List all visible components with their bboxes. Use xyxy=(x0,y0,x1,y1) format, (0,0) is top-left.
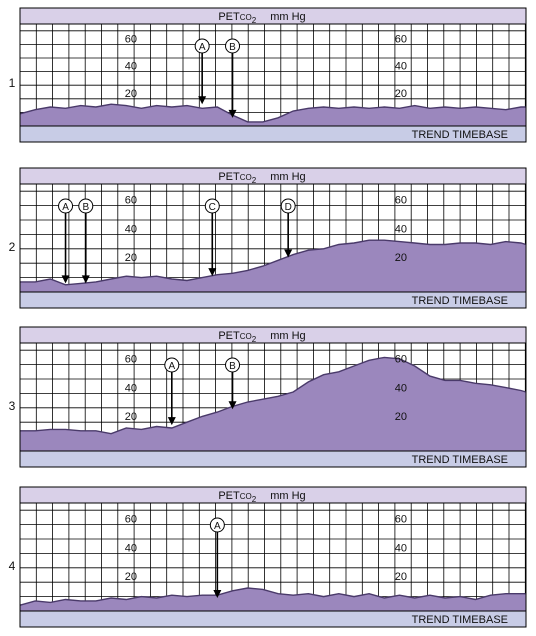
y-tick-label: 40 xyxy=(125,542,137,554)
y-tick-label: 40 xyxy=(395,382,407,394)
y-tick-label: 20 xyxy=(395,411,407,423)
panel-header-title: PETCO2 mm Hg xyxy=(218,330,305,344)
chart-panel-1: PETCO2 mm Hg 20 40 60 20 40 60 A B TREND TIMEBASE 1 xyxy=(9,7,527,143)
y-tick-label: 40 xyxy=(395,61,407,73)
marker-a: A xyxy=(58,198,74,284)
etco2-trend-line xyxy=(20,239,527,286)
trend-timebase-label: TREND TIMEBASE xyxy=(412,295,508,307)
marker-arrow-head xyxy=(228,109,237,118)
marker-arrow-head xyxy=(167,417,176,426)
trend-timebase-label: TREND TIMEBASE xyxy=(412,614,508,626)
trend-timebase-label: TREND TIMEBASE xyxy=(412,454,508,466)
y-tick-label: 40 xyxy=(395,223,407,235)
y-tick-label: 20 xyxy=(395,571,407,583)
marker-a: A xyxy=(209,517,225,599)
marker-label: D xyxy=(285,202,292,213)
y-tick-label: 40 xyxy=(125,223,137,235)
etco2-area xyxy=(20,104,526,126)
etco2-trend-line xyxy=(19,587,526,606)
y-tick-label: 20 xyxy=(125,411,137,423)
marker-label: C xyxy=(209,202,216,213)
y-tick-label: 20 xyxy=(395,88,407,100)
marker-label: A xyxy=(214,521,221,532)
panel-header-title: PETCO2 mm Hg xyxy=(218,490,305,504)
y-tick-label: 20 xyxy=(125,88,137,100)
marker-a: A xyxy=(194,38,210,105)
y-tick-label: 60 xyxy=(395,354,407,366)
panel-footer-bar xyxy=(19,610,527,628)
y-tick-label: 60 xyxy=(125,514,137,526)
marker-a: A xyxy=(164,357,180,426)
marker-arrow-head xyxy=(61,275,70,284)
marker-label: A xyxy=(62,202,69,213)
trend-timebase-label: TREND TIMEBASE xyxy=(412,129,508,141)
panel-header-title: PETCO2 mm Hg xyxy=(218,171,305,185)
y-tick-label: 20 xyxy=(395,252,407,264)
marker-label: A xyxy=(168,361,175,372)
y-tick-label: 60 xyxy=(395,514,407,526)
y-tick-label: 40 xyxy=(395,542,407,554)
etco2-trend-line xyxy=(20,356,527,435)
y-tick-label: 20 xyxy=(125,571,137,583)
panel-footer-bar xyxy=(19,450,527,468)
marker-b: B xyxy=(225,38,241,118)
chart-panel-4: PETCO2 mm Hg 20 40 60 20 40 60 A TREND TIMEBASE 4 xyxy=(9,486,527,628)
etco2-trend-line xyxy=(19,103,526,123)
panel-footer-bar xyxy=(19,291,527,309)
marker-arrow-head xyxy=(213,590,222,599)
panel-number-label: 3 xyxy=(9,399,16,413)
etco2-area xyxy=(20,588,526,611)
marker-arrow-head xyxy=(198,96,207,105)
marker-label: A xyxy=(199,42,206,53)
panel-footer-bar xyxy=(19,125,527,143)
etco2-area xyxy=(20,240,526,292)
panel-number-label: 4 xyxy=(9,559,16,573)
marker-arrow-head xyxy=(284,249,293,258)
y-tick-label: 40 xyxy=(125,61,137,73)
panel-number-label: 2 xyxy=(9,240,16,254)
marker-arrow-head xyxy=(208,268,217,277)
marker-b: B xyxy=(225,357,241,410)
marker-c: C xyxy=(204,198,220,277)
panel-number-label: 1 xyxy=(9,76,16,90)
marker-d: D xyxy=(280,198,296,258)
panel-header-title: PETCO2 mm Hg xyxy=(218,11,305,25)
marker-label: B xyxy=(82,202,89,213)
y-tick-label: 60 xyxy=(125,195,137,207)
etco2-area xyxy=(20,357,526,451)
marker-label: B xyxy=(229,361,236,372)
marker-arrow-head xyxy=(228,401,237,410)
y-tick-label: 40 xyxy=(125,382,137,394)
y-tick-label: 60 xyxy=(125,354,137,366)
marker-arrow-head xyxy=(81,275,90,284)
y-tick-label: 60 xyxy=(125,33,137,45)
chart-panel-3: PETCO2 mm Hg 20 40 60 20 40 60 A B TREND TIMEBASE 3 xyxy=(9,326,527,468)
chart-panel-2: PETCO2 mm Hg 20 40 60 20 40 60 A B C D TREND TIMEBAS… xyxy=(9,167,527,309)
y-tick-label: 20 xyxy=(125,252,137,264)
marker-b: B xyxy=(78,198,94,284)
y-tick-label: 60 xyxy=(395,195,407,207)
marker-label: B xyxy=(229,42,236,53)
y-tick-label: 60 xyxy=(395,33,407,45)
